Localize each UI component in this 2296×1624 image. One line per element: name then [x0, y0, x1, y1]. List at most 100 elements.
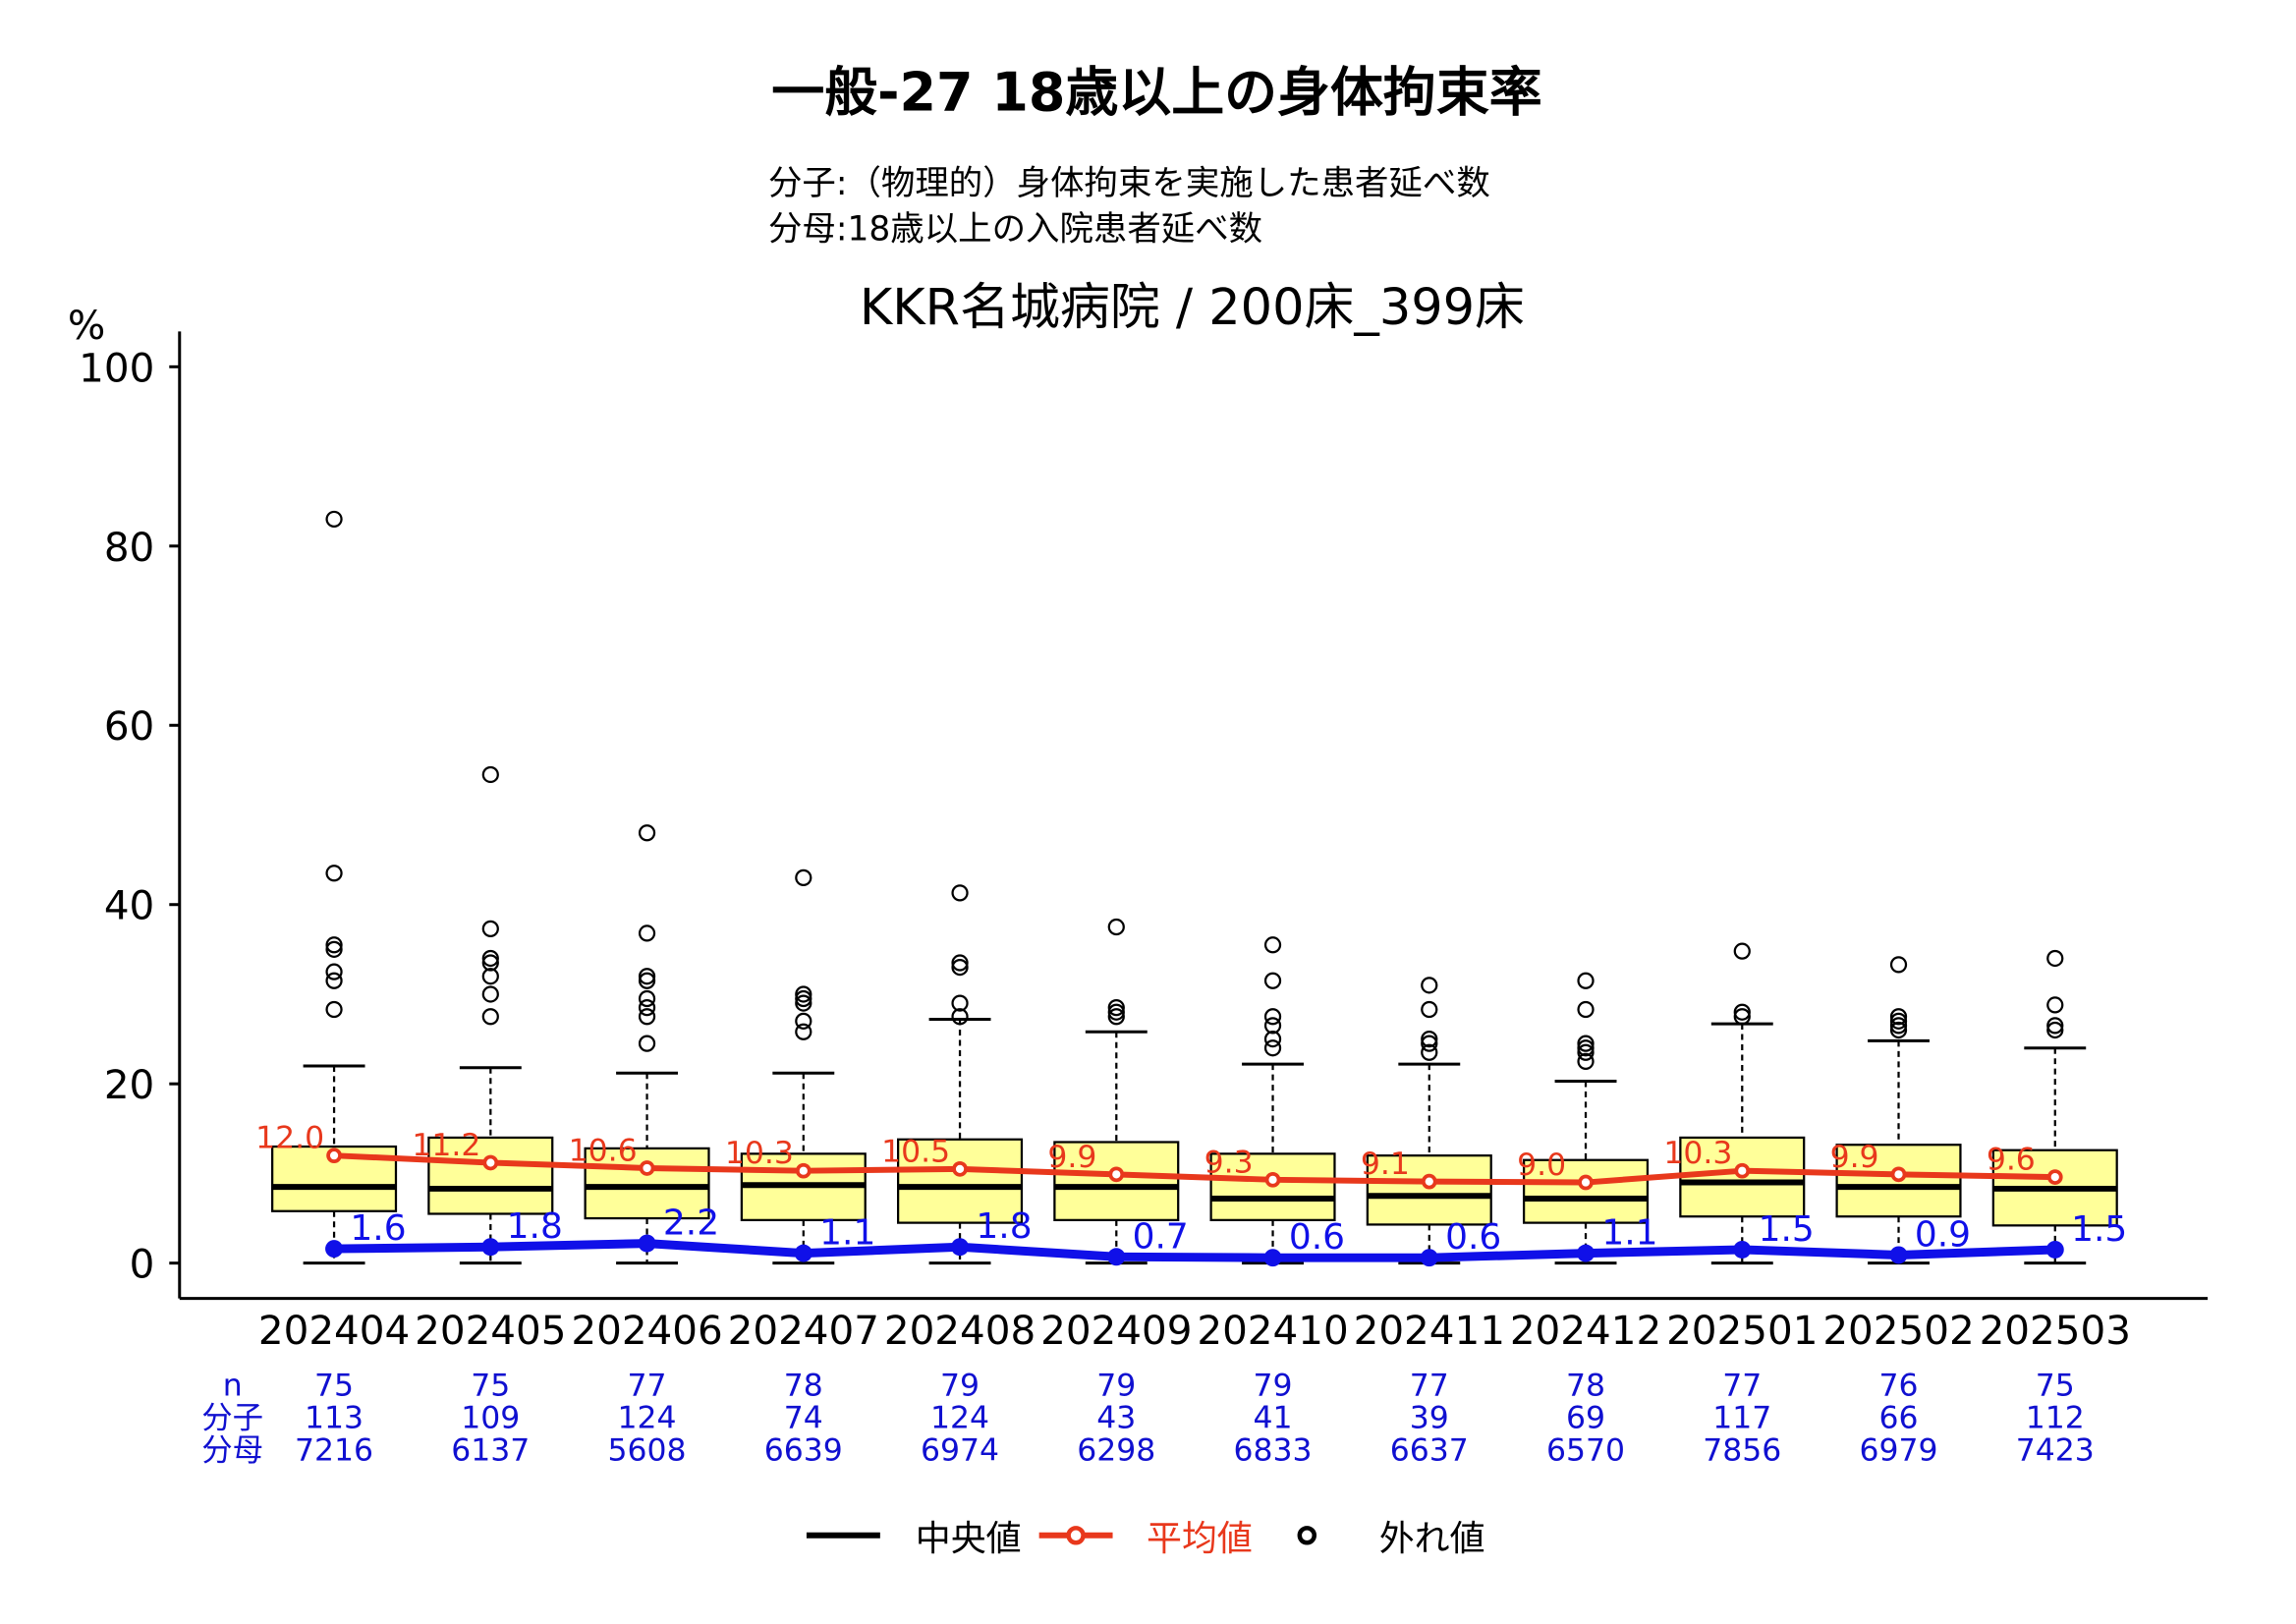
- table-n: 75: [314, 1368, 354, 1403]
- outlier-point: [1107, 999, 1125, 1017]
- y-tick-label: 20: [104, 1061, 154, 1108]
- table-row-label: 分子: [201, 1400, 263, 1435]
- mean-point: [2046, 1169, 2063, 1185]
- outlier-point: [1733, 1003, 1751, 1021]
- outlier-point: [638, 824, 656, 842]
- outlier-point: [1889, 956, 1908, 974]
- legend-median-label: 中央値: [916, 1519, 1022, 1559]
- outlier-point: [1421, 1000, 1438, 1019]
- outlier-point: [951, 954, 969, 972]
- outlier-point: [481, 968, 499, 985]
- x-tick-label: 202406: [571, 1307, 722, 1354]
- hospital-point: [951, 1238, 970, 1257]
- x-tick-label: 202411: [1354, 1307, 1505, 1354]
- hospital-label: 1.1: [819, 1213, 875, 1254]
- table-numerator: 41: [1254, 1400, 1293, 1435]
- x-tick-label: 202405: [415, 1307, 566, 1354]
- hospital-label: 0.9: [1915, 1214, 1971, 1255]
- x-tick-label: 202404: [258, 1307, 410, 1354]
- outlier-point: [1107, 1008, 1125, 1026]
- table-n: 79: [1096, 1368, 1136, 1403]
- table-n: 78: [1566, 1368, 1605, 1403]
- y-tick-label: 40: [104, 882, 154, 929]
- table-n: 78: [784, 1368, 823, 1403]
- mean-point: [795, 1162, 812, 1179]
- x-tick-label: 202410: [1197, 1307, 1348, 1354]
- outlier-point: [951, 994, 969, 1012]
- outlier-point: [481, 1008, 499, 1026]
- outlier-point: [1263, 1039, 1282, 1057]
- outlier-point: [1577, 1000, 1595, 1019]
- x-tick-label: 202503: [1980, 1307, 2131, 1354]
- outlier-point: [795, 994, 812, 1012]
- outlier-point: [638, 1008, 656, 1026]
- box-iqr: [584, 1147, 710, 1220]
- outlier-point: [325, 963, 343, 980]
- table-denominator: 6570: [1546, 1432, 1625, 1468]
- mean-label: 9.6: [1987, 1143, 2036, 1178]
- hospital-point: [1733, 1240, 1752, 1259]
- mean-label: 9.3: [1204, 1145, 1254, 1180]
- mean-point: [639, 1160, 655, 1176]
- hospital-label: 0.6: [1289, 1217, 1345, 1258]
- outlier-point: [1889, 1021, 1908, 1039]
- table-row-label: n: [223, 1368, 243, 1403]
- outlier-point: [1107, 1003, 1125, 1021]
- hospital-label: 1.6: [350, 1208, 406, 1249]
- table-numerator: 43: [1096, 1400, 1136, 1435]
- outlier-point: [481, 765, 499, 784]
- table-denominator: 6974: [921, 1432, 999, 1468]
- outlier-point: [1421, 1035, 1438, 1052]
- outlier-point: [1889, 1012, 1908, 1030]
- legend-mean-marker: [1066, 1526, 1086, 1545]
- mean-point: [1578, 1174, 1594, 1191]
- mean-label: 10.3: [1663, 1136, 1732, 1171]
- table-denominator: 7856: [1703, 1432, 1781, 1468]
- mean-label: 9.0: [1517, 1148, 1566, 1183]
- outlier-point: [1263, 1030, 1282, 1048]
- outlier-point: [951, 958, 969, 977]
- mean-label: 10.3: [725, 1136, 794, 1171]
- outlier-point: [638, 924, 656, 942]
- table-n: 75: [2036, 1368, 2075, 1403]
- hospital-point: [638, 1234, 656, 1253]
- table-n: 75: [471, 1368, 510, 1403]
- outlier-point: [325, 936, 343, 954]
- outlier-point: [638, 1035, 656, 1052]
- outlier-point: [795, 985, 812, 1003]
- outlier-point: [2046, 1017, 2064, 1035]
- table-n: 77: [1410, 1368, 1449, 1403]
- hospital-label: 1.5: [2071, 1209, 2127, 1250]
- box-iqr: [897, 1138, 1024, 1224]
- outlier-point: [1577, 1035, 1595, 1052]
- outlier-point: [1263, 1017, 1282, 1035]
- mean-line: [333, 1152, 2055, 1186]
- table-n: 77: [1722, 1368, 1762, 1403]
- hospital-line: [334, 1239, 2055, 1262]
- mean-label: 9.9: [1047, 1140, 1096, 1175]
- table-denominator: 7423: [2016, 1432, 2095, 1468]
- mean-point: [1421, 1173, 1437, 1190]
- mean-label: 9.9: [1830, 1140, 1879, 1175]
- hospital-point: [1577, 1244, 1596, 1262]
- table-numerator: 112: [2026, 1400, 2085, 1435]
- x-tick-label: 202412: [1510, 1307, 1661, 1354]
- table-numerator: 109: [461, 1400, 520, 1435]
- mean-point: [326, 1148, 342, 1164]
- mean-point: [482, 1154, 499, 1171]
- y-tick-label: 0: [130, 1241, 155, 1288]
- outlier-point: [2046, 1021, 2064, 1039]
- table-numerator: 113: [305, 1400, 364, 1435]
- outlier-point: [481, 954, 499, 972]
- table-denominator: 7216: [295, 1432, 373, 1468]
- x-tick-label: 202408: [884, 1307, 1036, 1354]
- outlier-point: [795, 1012, 812, 1030]
- mean-point: [1108, 1166, 1125, 1183]
- table-n: 79: [1254, 1368, 1293, 1403]
- mean-point: [1890, 1166, 1907, 1183]
- outlier-point: [481, 920, 499, 937]
- mean-point: [952, 1161, 968, 1177]
- outlier-point: [2046, 949, 2064, 968]
- table-n: 77: [628, 1368, 667, 1403]
- hospital-point: [2045, 1240, 2064, 1259]
